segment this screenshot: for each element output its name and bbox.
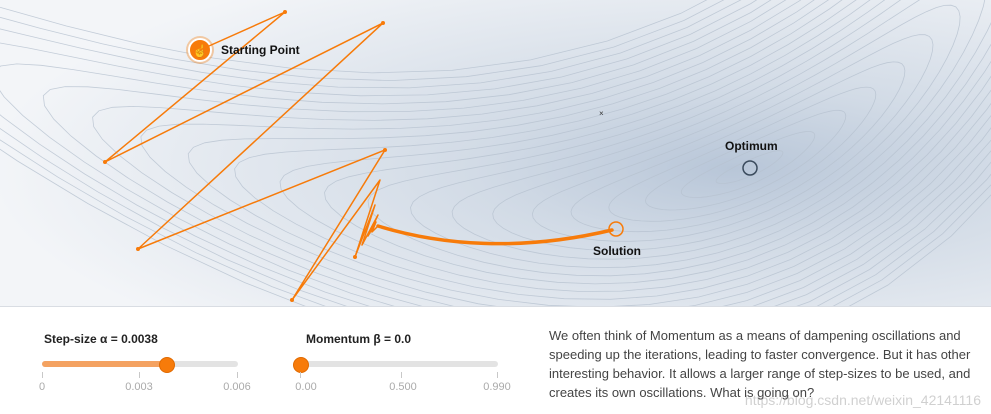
- solution-label: Solution: [593, 244, 641, 258]
- contour-line: [492, 4, 961, 251]
- optimum-label: Optimum: [725, 139, 778, 153]
- description-paragraph: We often think of Momentum as a means of…: [549, 328, 971, 400]
- momentum-slider-thumb[interactable]: [293, 357, 309, 373]
- converged-path: [376, 224, 614, 246]
- contour-line: [608, 86, 877, 222]
- contour-line: [451, 0, 986, 260]
- step-size-slider-fill: [42, 361, 167, 367]
- starting-point-label: Starting Point: [221, 43, 300, 57]
- contour-line: [324, 0, 991, 285]
- momentum-tick-label: 0.500: [389, 381, 417, 393]
- iteration-path: [104, 11, 386, 301]
- path-points: [103, 10, 387, 302]
- contour-line: [410, 0, 991, 269]
- contour-line: [570, 61, 906, 233]
- contour-line: [187, 0, 991, 306]
- contour-line: [234, 0, 991, 300]
- optimum-marker: [742, 160, 758, 176]
- controls-panel: Step-size α = 0.0038 0 0.003 0.006 Momen…: [0, 306, 991, 414]
- momentum-tick: [401, 372, 402, 378]
- contour-line: [42, 0, 991, 306]
- momentum-slider-track[interactable]: [300, 361, 498, 367]
- step-size-tick: [42, 372, 43, 378]
- momentum-tick: [497, 372, 498, 378]
- step-size-tick: [237, 372, 238, 378]
- momentum-tick: [300, 372, 301, 378]
- cursor-mark: ×: [599, 109, 604, 118]
- contour-line: [140, 0, 991, 306]
- contour-line: [531, 34, 934, 242]
- watermark: https://blog.csdn.net/weixin_42141116: [744, 392, 981, 408]
- contour-line: [645, 109, 847, 211]
- step-size-label: Step-size α = 0.0038: [44, 332, 158, 346]
- step-size-tick-label: 0.003: [125, 381, 153, 393]
- optimization-visualization[interactable]: ☝ × Starting Point Optimum Solution: [0, 0, 991, 307]
- contour-lines: [0, 0, 991, 306]
- contour-line: [367, 0, 991, 277]
- contour-line: [92, 0, 991, 306]
- momentum-tick-label: 0.00: [295, 381, 317, 393]
- contour-line: [715, 150, 784, 185]
- momentum-label: Momentum β = 0.0: [306, 332, 412, 346]
- step-size-tick: [139, 372, 140, 378]
- step-size-slider-thumb[interactable]: [159, 357, 176, 373]
- hand-pointer-icon: ☝: [193, 43, 208, 58]
- contour-line: [279, 0, 991, 292]
- step-size-tick-label: 0: [38, 381, 46, 393]
- solution-marker[interactable]: [608, 221, 624, 237]
- contour-line: [680, 131, 816, 198]
- step-size-slider-track[interactable]: [42, 361, 238, 367]
- momentum-tick-label: 0.990: [483, 381, 511, 393]
- step-size-tick-label: 0.006: [223, 381, 251, 393]
